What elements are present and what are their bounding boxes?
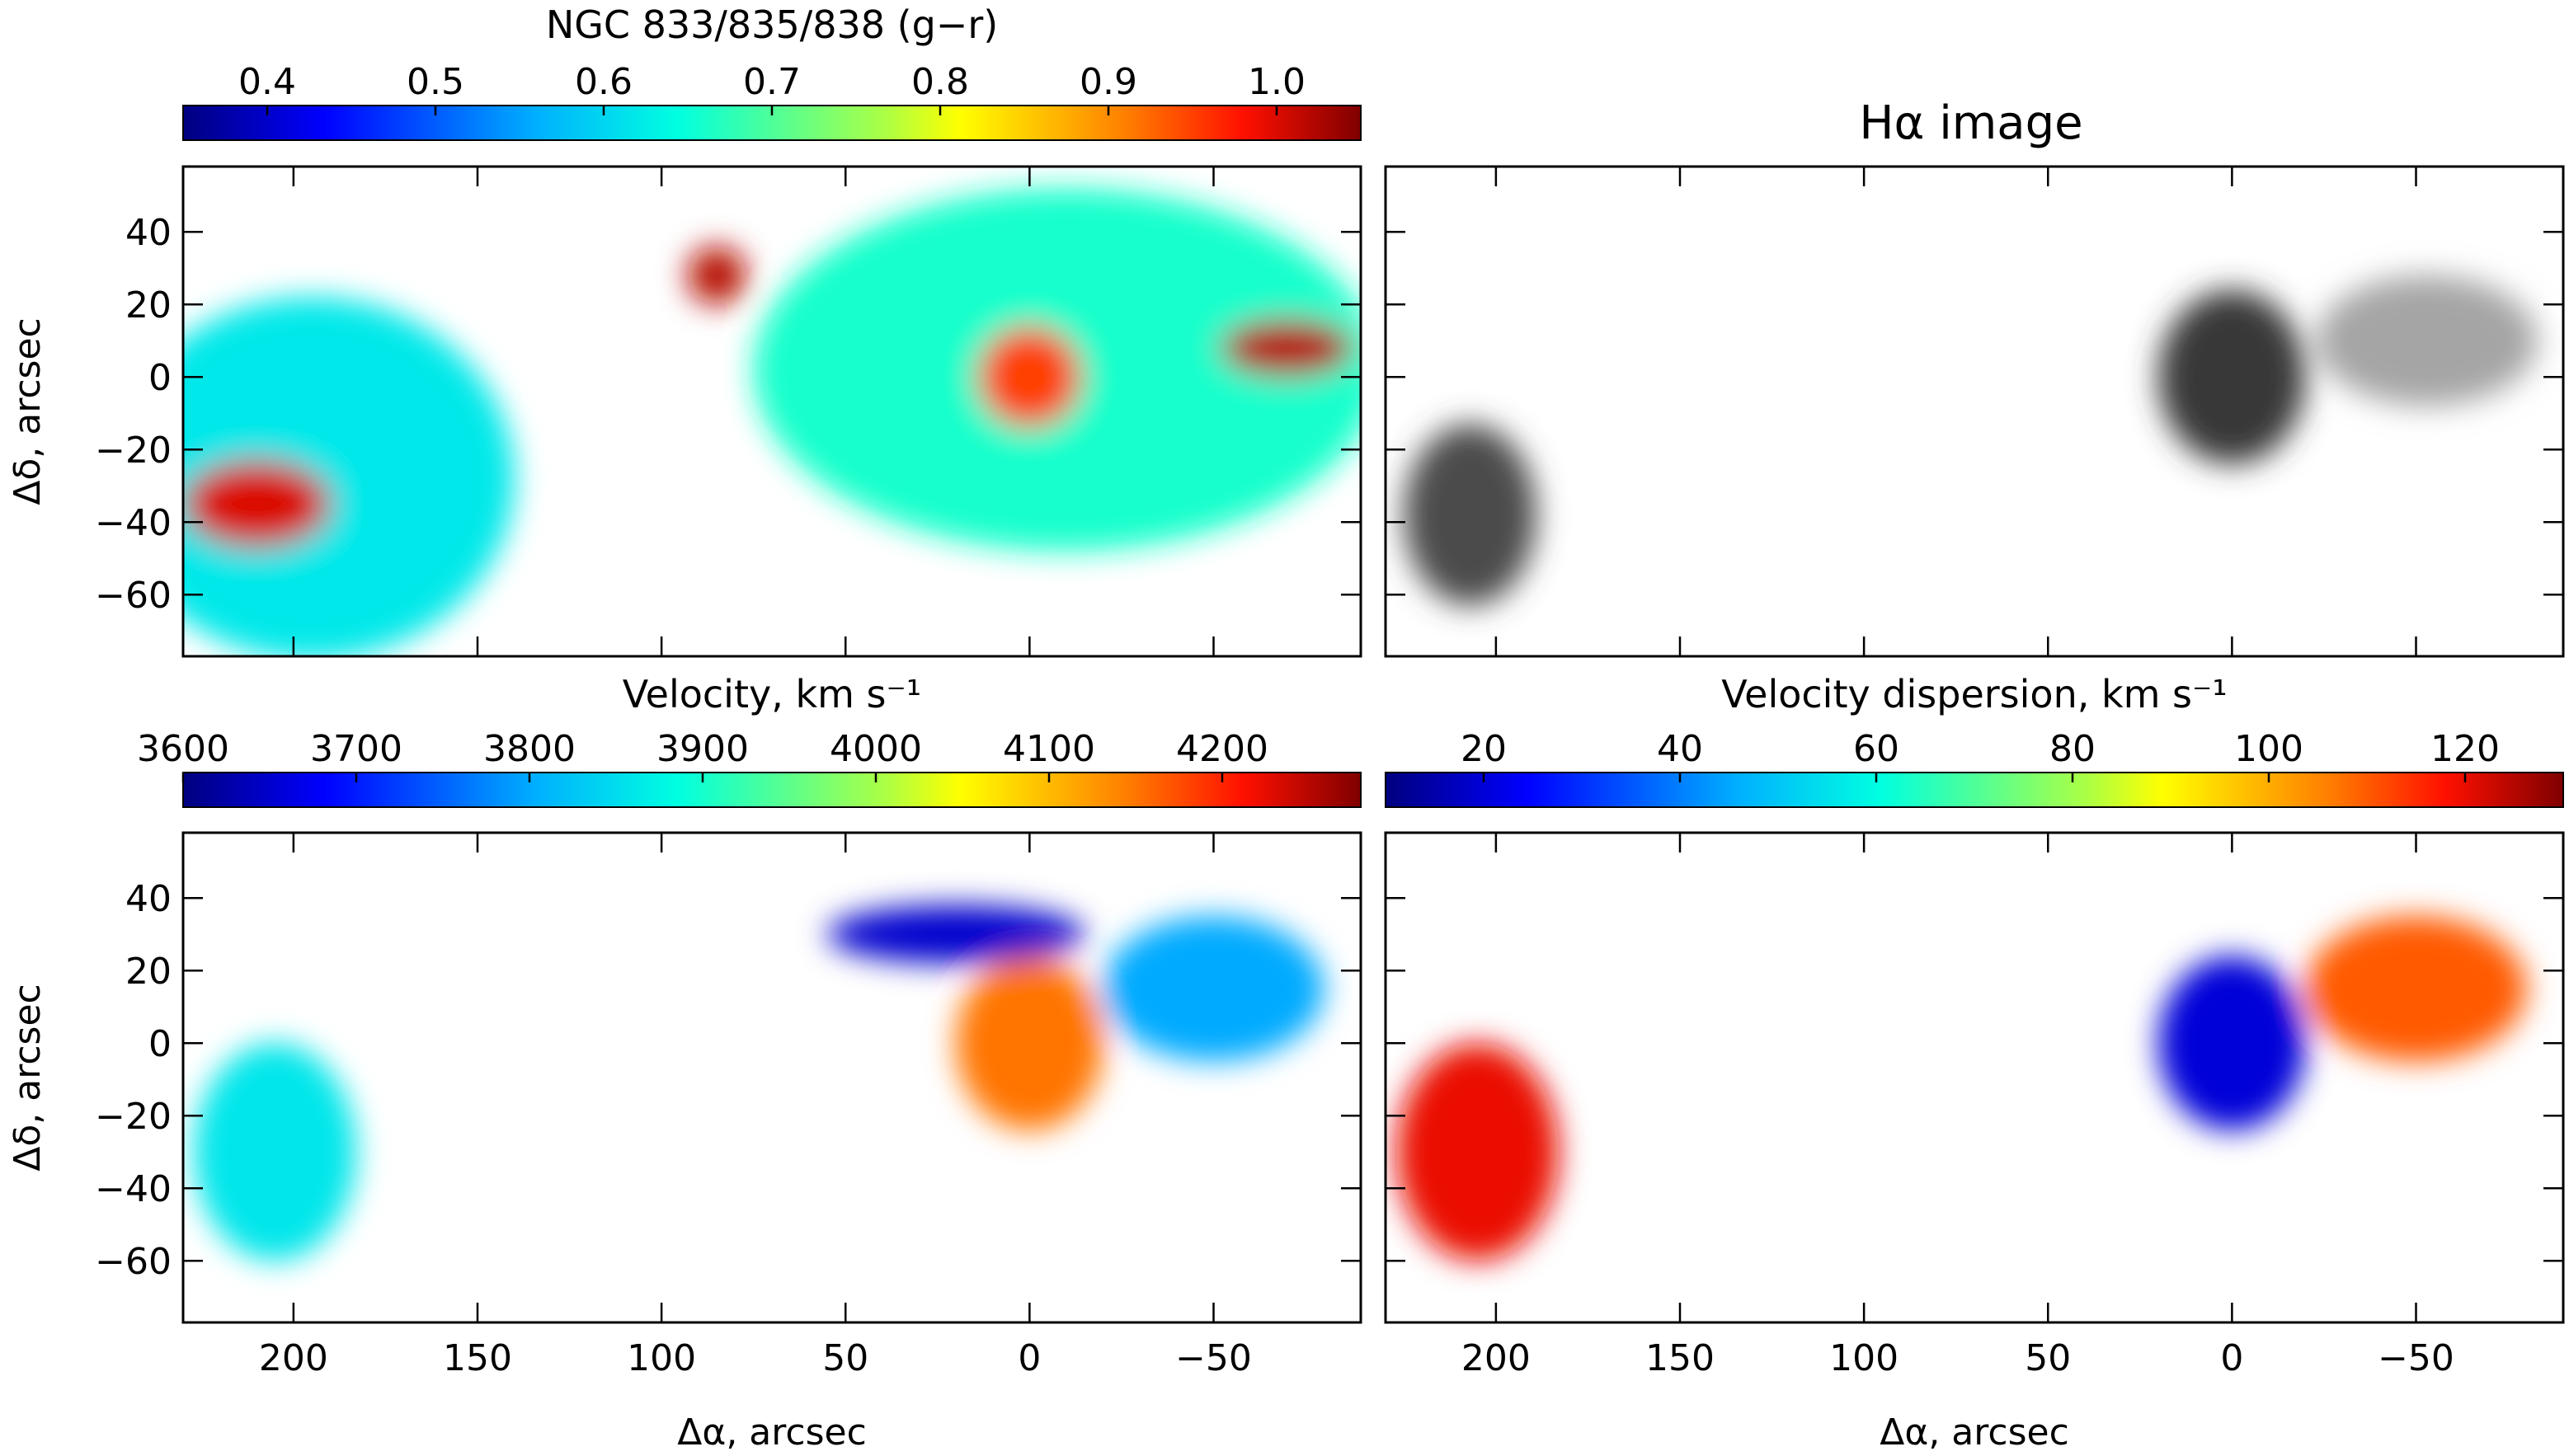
- y-tick-label: −20: [95, 430, 172, 472]
- velocity-title: Velocity, km s⁻¹: [623, 672, 921, 716]
- dispersion-xlabel: Δα, arcsec: [1880, 1411, 2069, 1454]
- colorbar-tick-label: 100: [2234, 728, 2303, 770]
- image-blob: [977, 326, 1081, 428]
- image-blob: [826, 905, 1085, 964]
- colorbar-tick-label: 3600: [137, 728, 229, 770]
- velocity-colorbar: [182, 772, 1362, 808]
- y-tick-label: 0: [148, 1023, 172, 1065]
- color-map-frame: [181, 165, 1362, 658]
- velocity-xlabel: Δα, arcsec: [677, 1411, 867, 1454]
- y-tick-label: 20: [125, 951, 172, 993]
- y-tick-label: 0: [148, 357, 172, 399]
- colorbar-tick-label: 4000: [830, 728, 922, 770]
- colorbar-tick-label: 20: [1461, 728, 1507, 770]
- image-blob: [1396, 1043, 1559, 1261]
- colorbar-tick-label: 0.6: [575, 61, 633, 103]
- halpha-axes: [1386, 167, 2563, 656]
- colorbar-tick-label: 0.9: [1080, 61, 1137, 103]
- image-blob: [183, 460, 331, 547]
- halpha-image: [1404, 275, 2538, 606]
- image-blob: [2305, 916, 2527, 1062]
- colorbar-tick-label: 60: [1853, 728, 1899, 770]
- x-tick-label: 200: [259, 1337, 328, 1379]
- x-tick-label: 0: [2220, 1337, 2243, 1379]
- y-tick-label: −20: [95, 1096, 172, 1138]
- halpha-title: Hα image: [1859, 96, 2082, 150]
- x-tick-label: 50: [822, 1337, 868, 1379]
- dispersion-axes: 200 150 100 50 0 −50: [1386, 833, 2563, 1379]
- x-tick-label: 150: [1645, 1337, 1715, 1379]
- dispersion-colorbar-ticks: 20 40 60 80 100 120: [1461, 728, 2500, 782]
- image-blob: [183, 297, 515, 656]
- x-tick-label: 100: [627, 1337, 696, 1379]
- colorbar-tick-label: 80: [2049, 728, 2096, 770]
- image-blob: [2317, 275, 2538, 406]
- colorbar-tick-label: 1.0: [1248, 61, 1306, 103]
- image-blob: [1103, 916, 1324, 1062]
- image-blob: [1404, 424, 1536, 606]
- y-tick-label: 40: [125, 878, 172, 920]
- halpha-frame: [1384, 165, 2565, 658]
- colorbar-tick-label: 3900: [656, 728, 749, 770]
- colorbar-tick-label: 120: [2430, 728, 2500, 770]
- y-tick-label: −40: [95, 502, 172, 544]
- colorbar-tick-label: 3800: [483, 728, 576, 770]
- colorbar-tick-label: 0.7: [743, 61, 801, 103]
- y-tick-label: −60: [95, 1241, 172, 1283]
- x-tick-label: 150: [443, 1337, 512, 1379]
- y-tick-label: −40: [95, 1168, 172, 1210]
- image-blob: [1221, 318, 1354, 378]
- image-blob: [2158, 956, 2306, 1130]
- color-map-colorbar-ticks: 0.4 0.5 0.6 0.7 0.8 0.9 1.0: [238, 61, 1306, 115]
- x-tick-label: −50: [2378, 1337, 2454, 1379]
- velocity-ylabel: Δδ, arcsec: [7, 984, 49, 1171]
- x-tick-label: 200: [1461, 1337, 1531, 1379]
- image-blob: [194, 1043, 356, 1261]
- colorbar-tick-label: 4200: [1176, 728, 1268, 770]
- y-tick-label: 20: [125, 284, 172, 326]
- image-blob: [2158, 289, 2306, 464]
- velocity-colorbar-ticks: 3600 3700 3800 3900 4000 4100 4200: [137, 728, 1268, 782]
- image-blob: [687, 246, 746, 305]
- velocity-frame: [181, 831, 1362, 1324]
- x-tick-label: 100: [1829, 1337, 1899, 1379]
- color-map-ylabel: Δδ, arcsec: [7, 317, 49, 505]
- colorbar-tick-label: 4100: [1003, 728, 1095, 770]
- velocity-image: [194, 905, 1324, 1261]
- colorbar-tick-label: 40: [1657, 728, 1703, 770]
- colorbar-tick-label: 3700: [310, 728, 402, 770]
- x-tick-label: 0: [1018, 1337, 1041, 1379]
- y-tick-label: 40: [125, 212, 172, 254]
- colorbar-tick-label: 0.8: [911, 61, 969, 103]
- image-blob: [956, 956, 1103, 1130]
- y-tick-label: −60: [95, 575, 172, 617]
- color-map-image: [183, 188, 1361, 656]
- color-map-title: NGC 833/835/838 (g−r): [546, 2, 998, 47]
- x-tick-label: 50: [2025, 1337, 2071, 1379]
- colorbar-tick-label: 0.5: [407, 61, 464, 103]
- dispersion-frame: [1384, 831, 2565, 1324]
- dispersion-image: [1396, 916, 2527, 1261]
- color-map-axes: 40 20 0 −20 −40 −60: [95, 167, 1361, 656]
- dispersion-colorbar: [1385, 772, 2564, 808]
- x-tick-label: −50: [1175, 1337, 1252, 1379]
- dispersion-title: Velocity dispersion, km s⁻¹: [1721, 672, 2227, 716]
- colorbar-tick-label: 0.4: [238, 61, 296, 103]
